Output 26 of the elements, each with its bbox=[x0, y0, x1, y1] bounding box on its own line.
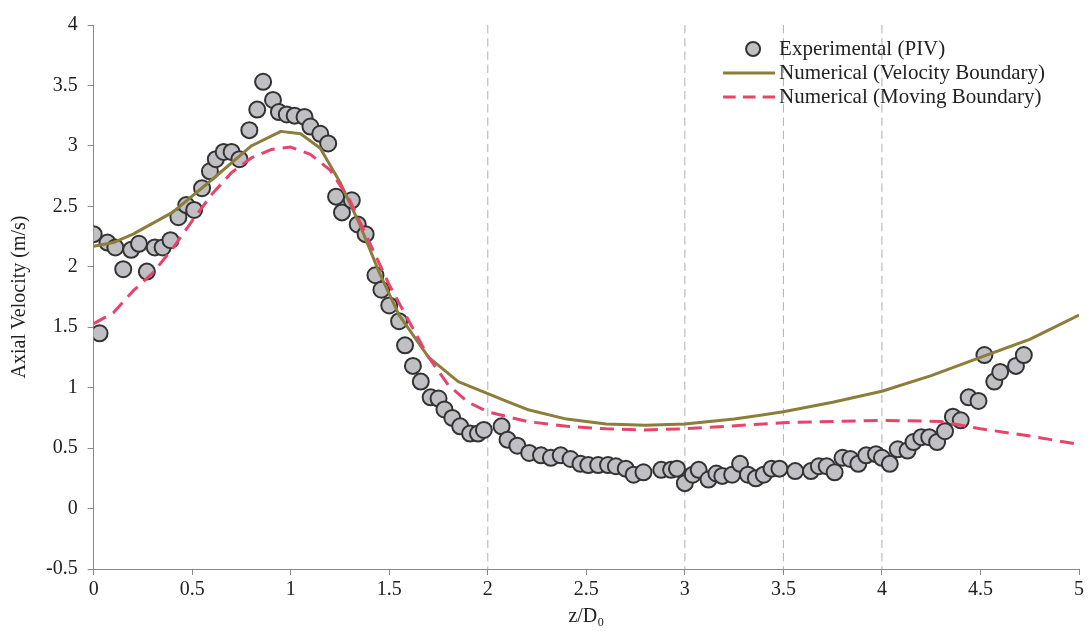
y-tick-label: 1 bbox=[67, 374, 78, 397]
x-tick-label: 3.5 bbox=[770, 577, 796, 600]
y-tick-label: 3.5 bbox=[52, 72, 78, 95]
x-tick-label: 2 bbox=[482, 577, 493, 600]
legend-label: Numerical (Moving Boundary) bbox=[779, 83, 1042, 108]
x-axis-title: z/D₀ bbox=[568, 604, 605, 627]
y-tick-label: 1.5 bbox=[52, 314, 78, 337]
x-tick-label: 1.5 bbox=[376, 577, 402, 600]
y-tick-label: 2 bbox=[67, 254, 78, 277]
x-tick-label: 0 bbox=[88, 577, 99, 600]
y-tick-label: 2.5 bbox=[52, 193, 78, 216]
y-tick-label: 0 bbox=[67, 495, 78, 518]
x-tick-label: 1 bbox=[285, 577, 296, 600]
y-tick-label: -0.5 bbox=[45, 556, 78, 579]
x-tick-label: 2.5 bbox=[573, 577, 599, 600]
legend-label: Experimental (PIV) bbox=[779, 35, 946, 60]
x-tick-label: 0.5 bbox=[179, 577, 205, 600]
x-tick-label: 5 bbox=[1074, 577, 1084, 600]
y-tick-label: 4 bbox=[67, 12, 78, 35]
y-tick-label: 3 bbox=[67, 133, 78, 156]
x-tick-label: 4.5 bbox=[967, 577, 993, 600]
x-tick-label: 4 bbox=[876, 577, 887, 600]
x-tick-label: 3 bbox=[679, 577, 690, 600]
y-tick-label: 0.5 bbox=[52, 435, 78, 458]
y-axis-title: Axial Velocity (m/s) bbox=[7, 215, 31, 379]
legend-label: Numerical (Velocity Boundary) bbox=[779, 59, 1046, 84]
